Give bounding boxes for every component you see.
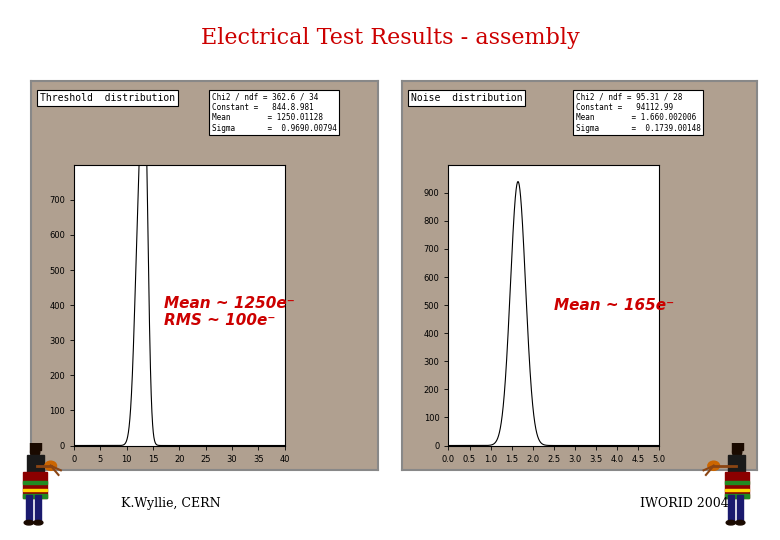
Bar [35,495,41,521]
Ellipse shape [707,461,719,470]
Ellipse shape [30,447,40,457]
Text: K.Wyllie, CERN: K.Wyllie, CERN [121,497,221,510]
Bar [725,472,749,498]
Ellipse shape [34,521,43,525]
Bar [23,494,47,498]
Text: Mean ~ 165e⁻: Mean ~ 165e⁻ [554,298,674,313]
Bar [23,472,47,498]
Text: IWORID 2004: IWORID 2004 [640,497,729,510]
Ellipse shape [732,447,742,457]
Bar [732,436,743,450]
Text: Electrical Test Results - assembly: Electrical Test Results - assembly [200,27,580,49]
Bar [728,455,745,475]
Bar [30,436,41,450]
Ellipse shape [24,521,34,525]
Text: Chi2 / ndf = 362.6 / 34
Constant =   844.8.981
Mean        = 1250.01128
Sigma   : Chi2 / ndf = 362.6 / 34 Constant = 844.8… [211,93,336,133]
Bar [725,489,749,490]
Bar [23,481,47,484]
Bar [23,489,47,490]
Bar [725,481,749,484]
Bar [27,455,44,475]
Ellipse shape [736,521,745,525]
Ellipse shape [726,521,736,525]
Ellipse shape [45,461,57,470]
Text: Threshold  distribution: Threshold distribution [40,93,175,103]
Text: Noise  distribution: Noise distribution [410,93,522,103]
Text: Chi2 / ndf = 95.31 / 28
Constant =   94112.99
Mean        = 1.660.002006
Sigma  : Chi2 / ndf = 95.31 / 28 Constant = 94112… [576,93,700,133]
Bar [737,495,743,521]
Bar [725,494,749,498]
Bar [26,495,32,521]
Bar [728,495,734,521]
Text: Mean ~ 1250e⁻
RMS ~ 100e⁻: Mean ~ 1250e⁻ RMS ~ 100e⁻ [164,296,294,328]
